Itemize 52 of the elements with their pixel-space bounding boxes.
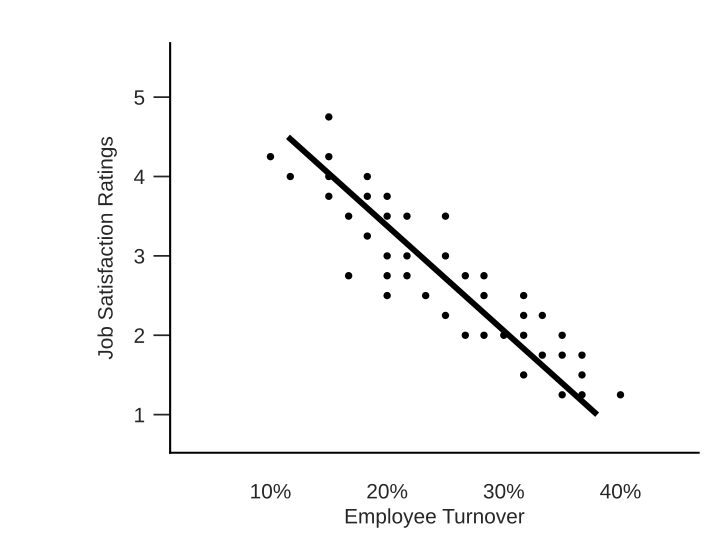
point (383, 192, 391, 200)
point (364, 232, 371, 240)
point (266, 152, 274, 160)
point (616, 391, 624, 398)
point (383, 292, 391, 300)
point (578, 371, 586, 379)
point (325, 192, 332, 200)
y-tick-label: 4 (134, 170, 145, 184)
x-tick-label: 30% (484, 484, 524, 499)
point (578, 391, 586, 398)
point (383, 272, 391, 280)
point (558, 351, 566, 359)
point (520, 312, 528, 320)
y-tick-label: 3 (134, 248, 144, 264)
point (480, 272, 488, 280)
point (520, 332, 528, 339)
point (462, 332, 469, 339)
point (558, 332, 566, 339)
point (383, 212, 391, 220)
point (500, 332, 508, 339)
point (442, 312, 450, 320)
x-axis-title: Employee Turnover (346, 508, 524, 528)
point (286, 172, 294, 180)
point (364, 172, 371, 180)
point (520, 371, 528, 379)
point (344, 272, 352, 280)
y-tick-label: 1 (135, 408, 144, 422)
point (462, 272, 469, 280)
point (538, 351, 546, 359)
point (442, 252, 450, 260)
point (325, 152, 332, 160)
point (480, 292, 488, 300)
point (538, 312, 546, 320)
point (403, 212, 411, 220)
point (442, 212, 450, 220)
point (364, 192, 371, 200)
point (520, 292, 528, 300)
point (422, 292, 430, 300)
y-tick-label: 5 (134, 90, 144, 105)
point (403, 272, 411, 280)
point (383, 252, 391, 260)
x-tick-label: 40% (600, 484, 641, 499)
x-tick-label: 10% (251, 484, 291, 499)
point (325, 113, 332, 121)
point (480, 332, 488, 339)
point (558, 391, 566, 398)
y-tick-label: 2 (134, 328, 144, 343)
x-tick-label: 20% (367, 484, 408, 499)
point (578, 351, 586, 359)
point (403, 252, 411, 260)
point (344, 212, 352, 220)
y-axis-title: Job Satisfaction Ratings (97, 136, 117, 360)
